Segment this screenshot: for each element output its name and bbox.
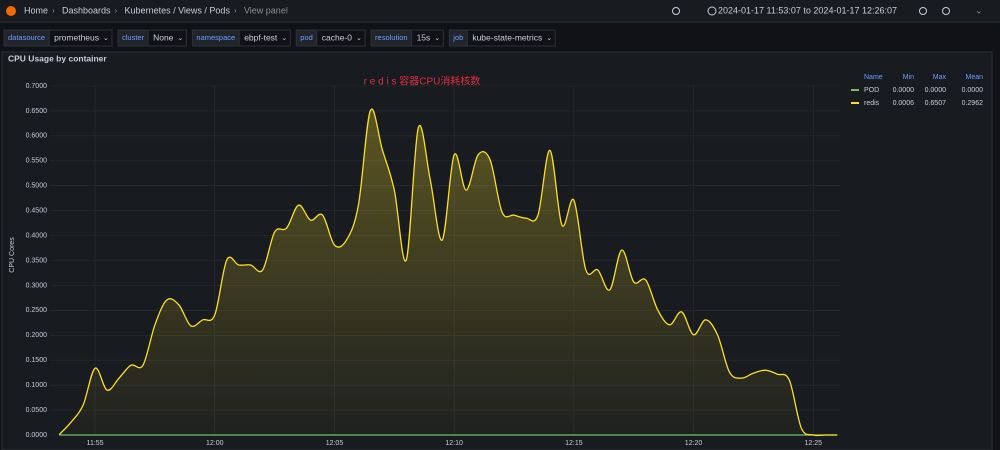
variable-label: datasource — [8, 33, 45, 42]
breadcrumb-sep: › — [115, 6, 118, 15]
chart-title: r e d i s 容器CPU消耗核数 — [364, 75, 481, 88]
dropdown-caret: ⌄ — [434, 35, 440, 42]
grafana-logo[interactable] — [6, 6, 16, 16]
refresh-icon[interactable] — [942, 7, 950, 15]
x-tick-label: 11:55 — [87, 440, 104, 447]
variable-value[interactable]: 15s — [417, 32, 431, 42]
series-line — [58, 108, 838, 437]
dropdown-caret: ⌄ — [356, 35, 362, 42]
y-tick-label: 0.0500 — [26, 407, 48, 414]
breadcrumb-item[interactable]: Home — [24, 5, 48, 15]
legend-cell: 0.2962 — [962, 100, 984, 107]
collapse-icon[interactable]: ⌄ — [975, 5, 983, 15]
variable-dropdown[interactable] — [466, 29, 556, 47]
x-tick-label: 12:20 — [685, 440, 703, 447]
y-tick-label: 0.3500 — [26, 257, 48, 264]
y-tick-label: 0.7000 — [26, 83, 48, 90]
variable-label: resolution — [375, 33, 408, 42]
top-bar — [0, 0, 1000, 22]
breadcrumb-item[interactable]: Dashboards — [62, 5, 111, 15]
x-tick-label: 12:00 — [206, 440, 224, 447]
x-tick-label: 12:25 — [805, 440, 823, 447]
variable-dropdown[interactable] — [316, 29, 366, 47]
dropdown-caret: ⌄ — [546, 35, 552, 42]
variable-dropdown[interactable] — [147, 29, 187, 47]
breadcrumb-sep: › — [52, 6, 55, 15]
legend-header: Min — [903, 74, 914, 81]
variable-label: pod — [300, 33, 313, 42]
legend-cell: 0.0000 — [893, 87, 915, 94]
variable-dropdown[interactable] — [238, 29, 291, 47]
breadcrumb-sep: › — [234, 6, 237, 15]
legend-header: Mean — [965, 74, 983, 81]
y-tick-label: 0.0000 — [26, 432, 48, 439]
breadcrumb-item[interactable]: Kubernetes / Views / Pods — [125, 5, 231, 15]
y-axis-label: CPU Cores — [9, 237, 16, 273]
y-tick-label: 0.2000 — [26, 332, 48, 339]
x-tick-label: 12:05 — [326, 440, 344, 447]
legend-cell: 0.0006 — [893, 100, 915, 107]
breadcrumb-item[interactable]: View panel — [244, 5, 288, 15]
y-tick-label: 0.3000 — [26, 282, 48, 289]
series-area — [59, 109, 838, 436]
variable-dropdown[interactable] — [48, 29, 113, 47]
legend-cell: 0.0000 — [962, 87, 984, 94]
clock-icon[interactable] — [707, 6, 717, 16]
y-tick-label: 0.4500 — [26, 207, 48, 214]
y-tick-label: 0.1000 — [26, 382, 48, 389]
time-range[interactable]: 2024-01-17 11:53:07 to 2024-01-17 12:26:… — [718, 5, 897, 15]
variable-label: namespace — [196, 33, 235, 42]
legend-header: Max — [933, 74, 947, 81]
variable-value[interactable]: ebpf-test — [244, 32, 278, 42]
dropdown-caret: ⌄ — [103, 35, 109, 42]
zoom-icon[interactable] — [919, 7, 927, 15]
y-tick-label: 0.4000 — [26, 232, 48, 239]
legend-cell: 0.6507 — [925, 100, 947, 107]
y-tick-label: 0.2500 — [26, 307, 48, 314]
variable-value[interactable]: prometheus — [54, 32, 99, 42]
variable-value[interactable]: kube-state-metrics — [472, 32, 542, 42]
y-tick-label: 0.1500 — [26, 357, 48, 364]
legend-cell: 0.0000 — [925, 87, 947, 94]
x-tick-label: 12:10 — [445, 440, 463, 447]
variable-label: cluster — [122, 33, 145, 42]
variable-value[interactable]: cache-0 — [322, 32, 353, 42]
variable-dropdown[interactable] — [411, 29, 444, 47]
y-tick-label: 0.5500 — [26, 158, 48, 165]
variable-value[interactable]: None — [153, 32, 174, 42]
x-tick-label: 12:15 — [565, 440, 583, 447]
dropdown-caret: ⌄ — [281, 35, 287, 42]
panel-title: CPU Usage by container — [8, 53, 107, 63]
dropdown-caret: ⌄ — [177, 35, 183, 42]
legend-cell[interactable]: POD — [864, 87, 879, 94]
variable-label: job — [452, 33, 463, 42]
y-tick-label: 0.6500 — [26, 108, 48, 115]
y-tick-label: 0.6000 — [26, 133, 48, 140]
settings-icon[interactable] — [672, 7, 680, 15]
y-tick-label: 0.5000 — [26, 183, 48, 190]
legend-header: Name — [864, 74, 883, 81]
legend-cell[interactable]: redis — [864, 100, 880, 107]
